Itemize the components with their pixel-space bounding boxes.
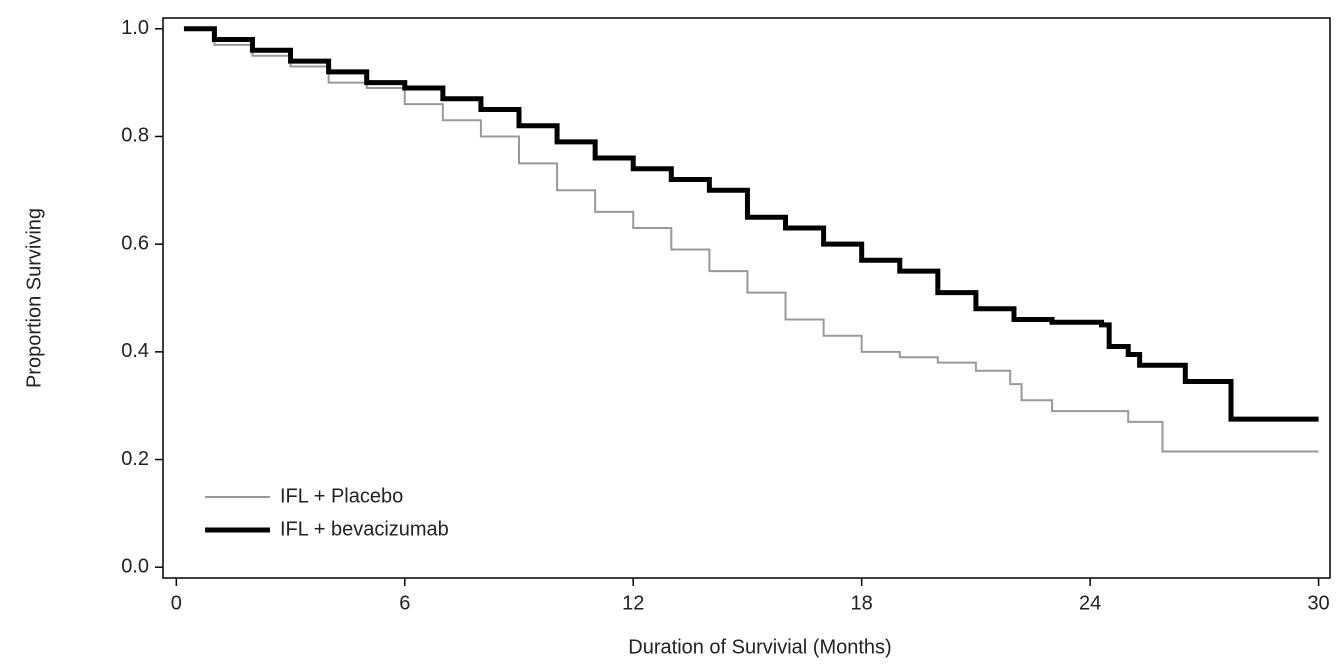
y-axis-label: Proportion Surviving	[23, 208, 45, 388]
x-tick-label: 0	[171, 592, 182, 614]
y-tick-label: 0.2	[121, 448, 149, 470]
survival-curve	[183, 26, 1319, 422]
y-tick-label: 0.6	[121, 232, 149, 254]
y-tick-label: 0.0	[121, 556, 149, 578]
survival-curve	[183, 27, 1319, 453]
x-tick-label: 24	[1079, 592, 1101, 614]
x-axis-label: Duration of Survivial (Months)	[628, 636, 891, 658]
legend-label: IFL + bevacizumab	[280, 518, 449, 540]
y-tick-label: 1.0	[121, 17, 149, 39]
y-tick-label: 0.8	[121, 125, 149, 147]
y-tick-label: 0.4	[121, 340, 149, 362]
x-tick-label: 18	[851, 592, 873, 614]
legend-label: IFL + Placebo	[280, 485, 403, 507]
x-tick-label: 12	[622, 592, 644, 614]
plot-frame	[162, 17, 1331, 579]
x-tick-label: 6	[399, 592, 410, 614]
x-tick-label: 30	[1307, 592, 1329, 614]
